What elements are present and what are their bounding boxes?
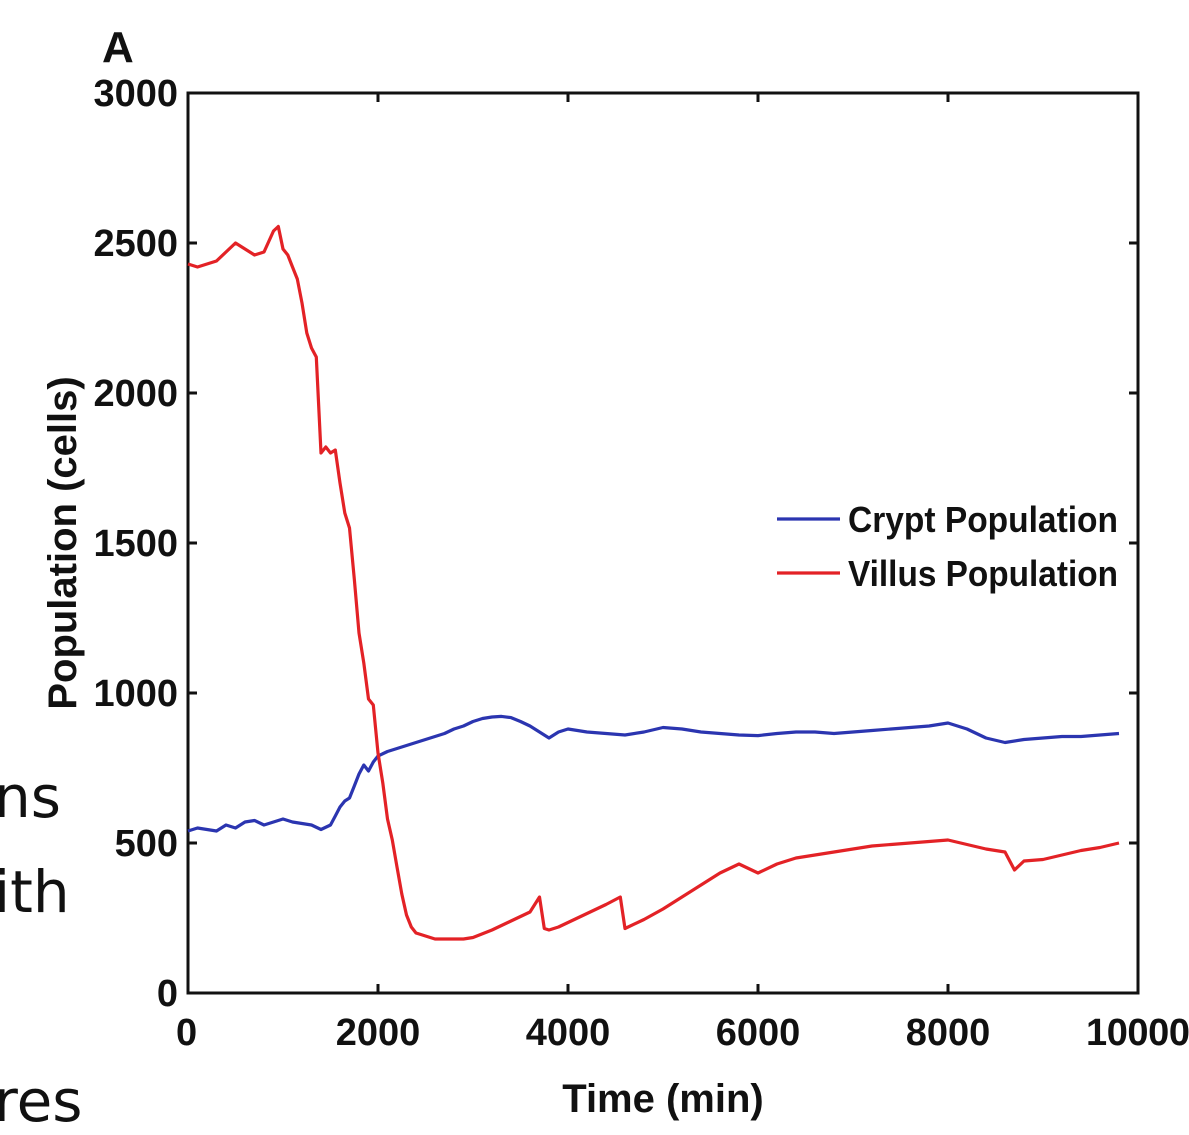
y-tick-label-3: 1500 bbox=[93, 523, 178, 565]
legend: Crypt Population Villus Population bbox=[777, 499, 1118, 594]
y-tick-label-1: 500 bbox=[115, 823, 178, 865]
y-tick-label-5: 2500 bbox=[93, 223, 178, 265]
x-tick-label-5: 10000 bbox=[1086, 1012, 1189, 1054]
series-line-crypt-population bbox=[187, 714, 1120, 833]
y-tick-label-0: 0 bbox=[157, 973, 178, 1015]
series-line-villus-population bbox=[187, 224, 1120, 941]
x-tick-label-2: 4000 bbox=[526, 1012, 611, 1054]
y-tick-label-4: 2000 bbox=[93, 373, 178, 415]
background-text-line-1: ns bbox=[0, 763, 61, 831]
legend-label-crypt-population: Crypt Population bbox=[848, 499, 1118, 540]
axis-tick-labels: 0 2000 4000 6000 8000 10000 0 500 1000 1500 2000 25… bbox=[93, 73, 1189, 1054]
x-tick-label-1: 2000 bbox=[336, 1012, 421, 1054]
plot-frame bbox=[186, 91, 1140, 995]
y-tick-label-6: 3000 bbox=[93, 73, 178, 115]
x-axis-label: Time (min) bbox=[562, 1077, 764, 1121]
x-tick-label-4: 8000 bbox=[906, 1012, 991, 1054]
series-layer bbox=[187, 224, 1120, 941]
x-tick-label-3: 6000 bbox=[716, 1012, 801, 1054]
axis-ticks bbox=[186, 91, 1140, 995]
y-axis-label: Population (cells) bbox=[41, 376, 85, 709]
y-tick-label-2: 1000 bbox=[93, 673, 178, 715]
x-tick-label-0: 0 bbox=[176, 1012, 197, 1054]
background-text-line-2: ith bbox=[0, 858, 70, 926]
legend-label-villus-population: Villus Population bbox=[848, 553, 1118, 594]
background-text-line-3: res bbox=[0, 1067, 83, 1135]
panel-label: A bbox=[102, 23, 134, 72]
